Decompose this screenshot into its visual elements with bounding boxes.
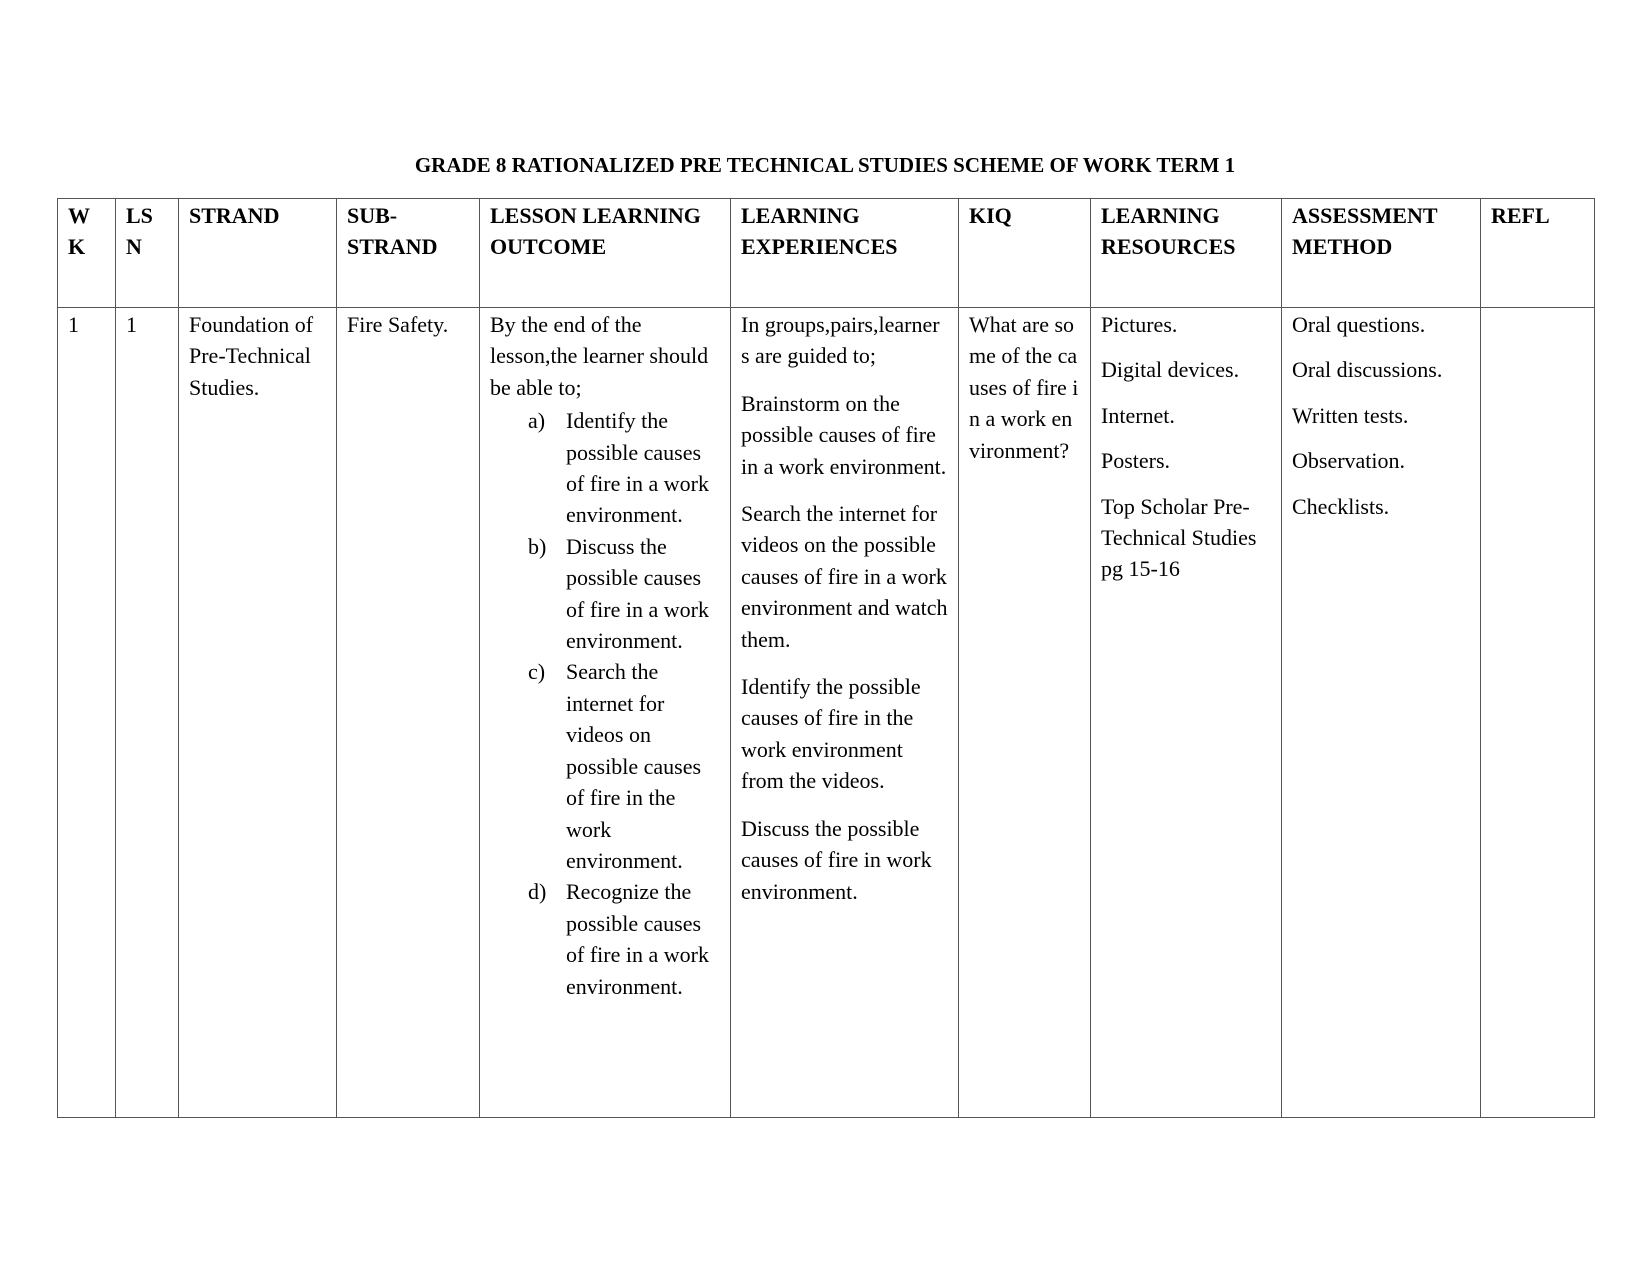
outcome-label: d) [528, 879, 547, 905]
resource-item: Top Scholar Pre-Technical Studies pg 15-… [1101, 493, 1257, 582]
header-strand: STRAND [178, 198, 337, 308]
resource-item: Posters. [1101, 448, 1171, 474]
experience-item: Brainstorm on the possible causes of fir… [741, 390, 947, 479]
resource-item: Internet. [1101, 402, 1175, 428]
assessment-item: Observation. [1292, 448, 1406, 474]
outcome-item: d) Recognize the possible causes of fire … [528, 876, 720, 1002]
outcome-label: a) [528, 408, 546, 434]
experience-item: In groups,pairs,learners are guided to; [741, 312, 940, 369]
outcome-item: c) Search the internet for videos on poss… [528, 656, 720, 876]
header-wk: W K [57, 198, 116, 308]
assessment-item: Oral discussions. [1292, 357, 1443, 383]
cell-sub-strand: Fire Safety. [336, 307, 480, 1118]
cell-strand: Foundation of Pre-Technical Studies. [178, 307, 337, 1118]
header-experiences: LEARNING EXPERIENCES [730, 198, 959, 308]
header-outcome: LESSON LEARNING OUTCOME [479, 198, 731, 308]
resource-item: Pictures. [1101, 312, 1178, 337]
outcome-text: Search the internet for videos on possib… [566, 659, 702, 873]
header-refl: REFL [1480, 198, 1595, 308]
cell-refl [1480, 307, 1595, 1118]
experience-item: Search the internet for videos on the po… [741, 501, 948, 652]
header-resources: LEARNING RESOURCES [1090, 198, 1282, 308]
outcome-item: a) Identify the possible causes of fire i… [528, 405, 720, 531]
outcome-intro: By the end of the lesson,the learner sho… [490, 312, 709, 400]
table-row: 1 1 Foundation of Pre-Technical Studies.… [57, 307, 1595, 1118]
header-sub-strand: SUB-STRAND [336, 198, 480, 308]
outcome-label: b) [528, 533, 547, 559]
outcome-text: Identify the possible causes of fire in … [566, 408, 709, 528]
cell-resources: Pictures. Digital devices. Internet. Pos… [1090, 307, 1282, 1118]
cell-assessment: Oral questions. Oral discussions. Writte… [1281, 307, 1481, 1118]
header-assessment: ASSESSMENT METHOD [1281, 198, 1481, 308]
header-kiq: KIQ [958, 198, 1091, 308]
cell-outcome: By the end of the lesson,the learner sho… [479, 307, 731, 1118]
outcome-item: b) Discuss the possible causes of fire in… [528, 531, 720, 657]
header-row: W K LS N STRAND SUB-STRAND LESSON LEARNI… [57, 198, 1595, 308]
outcome-text: Recognize the possible causes of fire in… [566, 879, 709, 999]
cell-kiq: What are some of the causes of fire in a… [958, 307, 1091, 1118]
experience-item: Discuss the possible causes of fire in w… [741, 815, 932, 904]
cell-lsn: 1 [115, 307, 179, 1118]
page-title: GRADE 8 RATIONALIZED PRE TECHNICAL STUDI… [414, 153, 1236, 177]
assessment-item: Checklists. [1292, 493, 1390, 519]
resource-item: Digital devices. [1101, 357, 1240, 383]
assessment-item: Oral questions. [1292, 312, 1426, 337]
outcome-text: Discuss the possible causes of fire in a… [566, 533, 709, 654]
cell-wk: 1 [57, 307, 116, 1118]
outcome-label: c) [528, 659, 546, 685]
header-lsn: LS N [115, 198, 179, 308]
assessment-item: Written tests. [1292, 402, 1409, 428]
experience-item: Identify the possible causes of fire in … [741, 674, 921, 794]
cell-experiences: In groups,pairs,learners are guided to; … [730, 307, 959, 1118]
scheme-table: W K LS N STRAND SUB-STRAND LESSON LEARNI… [57, 198, 1595, 1118]
